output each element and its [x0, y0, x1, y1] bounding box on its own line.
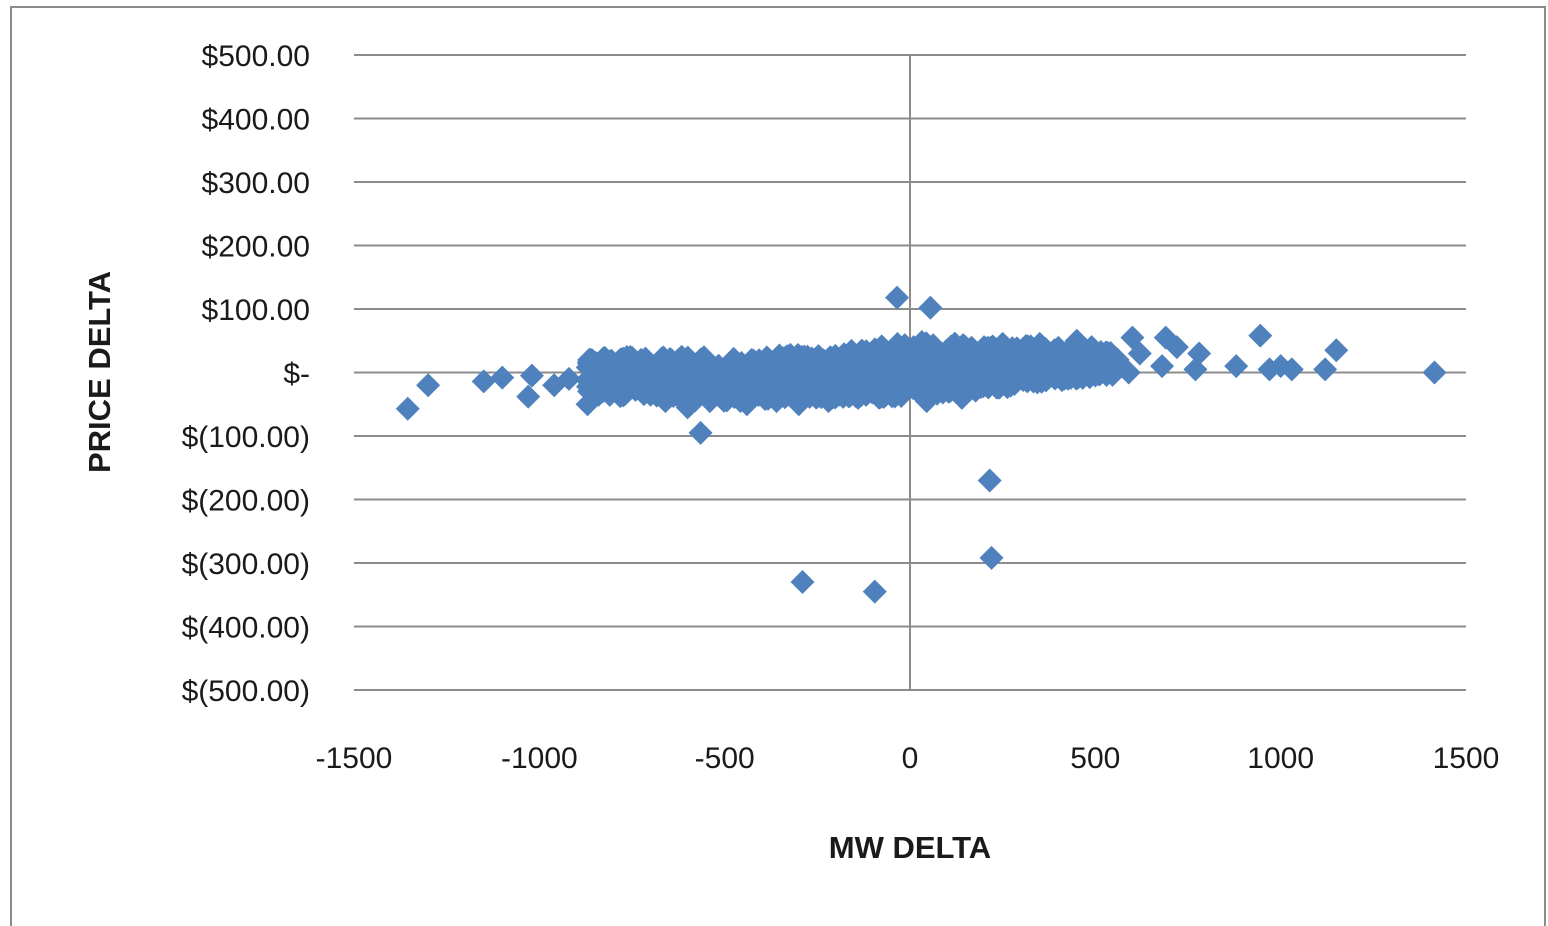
y-axis-title: PRICE DELTA	[82, 271, 117, 473]
data-point	[490, 365, 515, 390]
data-point	[776, 346, 801, 371]
data-point	[786, 392, 811, 417]
data-point	[1224, 354, 1249, 379]
y-tick-label: $(400.00)	[182, 612, 310, 645]
data-point	[853, 354, 878, 379]
x-tick-label: 500	[1070, 742, 1120, 775]
x-tick-label: -1500	[316, 742, 393, 775]
y-axis-tick-labels: $500.00 $400.00 $300.00 $200.00 $100.00 $- $(1…	[182, 40, 310, 708]
data-point	[1127, 341, 1152, 366]
data-point	[395, 396, 420, 421]
data-point	[949, 385, 974, 410]
data-point	[471, 369, 496, 394]
y-tick-label: $400.00	[202, 104, 310, 137]
data-point	[1324, 338, 1349, 363]
data-point	[1187, 341, 1212, 366]
data-point	[920, 354, 945, 379]
x-axis-tick-labels: -1500 -1000 -500 0 500 1000 1500	[316, 742, 1500, 775]
data-point	[905, 363, 930, 388]
data-point	[516, 384, 541, 409]
x-tick-label: -1000	[501, 742, 578, 775]
data-point	[868, 341, 893, 366]
data-point	[885, 285, 910, 310]
x-axis-title: MW DELTA	[829, 830, 991, 865]
data-point	[688, 420, 713, 445]
data-point	[816, 389, 841, 414]
data-point	[575, 355, 600, 380]
data-point	[416, 373, 441, 398]
data-points	[395, 285, 1447, 604]
data-point	[1248, 323, 1273, 348]
data-point	[705, 366, 730, 391]
data-point	[1150, 354, 1175, 379]
y-tick-label: $200.00	[202, 231, 310, 264]
data-point	[927, 376, 952, 401]
data-point	[883, 382, 908, 407]
data-point	[890, 350, 915, 375]
x-tick-label: 0	[902, 742, 919, 775]
data-point	[627, 366, 652, 391]
data-point	[918, 295, 943, 320]
data-point	[790, 570, 815, 595]
data-point	[1183, 357, 1208, 382]
x-tick-label: 1000	[1247, 742, 1314, 775]
x-tick-label: 1500	[1433, 742, 1500, 775]
data-point	[942, 357, 967, 382]
y-tick-label: $500.00	[202, 40, 310, 73]
y-tick-label: $-	[283, 358, 310, 391]
data-point	[979, 545, 1004, 570]
y-tick-label: $(500.00)	[182, 675, 310, 708]
data-point	[914, 389, 939, 414]
data-point	[1279, 357, 1304, 382]
data-point	[519, 363, 544, 388]
data-point	[1116, 360, 1141, 385]
y-tick-label: $300.00	[202, 167, 310, 200]
data-point	[1164, 335, 1189, 360]
data-point	[957, 347, 982, 372]
data-point	[556, 366, 581, 391]
data-point	[764, 389, 789, 414]
data-point	[862, 579, 887, 604]
data-point	[1313, 357, 1338, 382]
y-tick-label: $100.00	[202, 294, 310, 327]
data-point	[964, 366, 989, 391]
data-point	[990, 331, 1015, 356]
data-point	[846, 385, 871, 410]
y-tick-label: $(100.00)	[182, 421, 310, 454]
data-point	[977, 468, 1002, 493]
data-point	[734, 392, 759, 417]
data-point	[972, 335, 997, 360]
data-point	[1422, 360, 1447, 385]
y-tick-label: $(300.00)	[182, 548, 310, 581]
x-tick-label: -500	[695, 742, 755, 775]
y-tick-label: $(200.00)	[182, 485, 310, 518]
chart-frame	[10, 6, 1546, 926]
data-point	[935, 338, 960, 363]
